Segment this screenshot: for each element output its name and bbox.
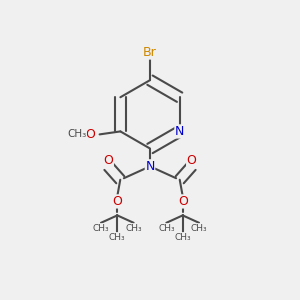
Text: CH₃: CH₃ (93, 224, 109, 233)
Text: O: O (187, 154, 196, 167)
Text: CH₃: CH₃ (158, 224, 175, 233)
Text: N: N (175, 125, 184, 138)
Text: N: N (145, 160, 155, 173)
Text: O: O (86, 128, 96, 141)
Text: CH₃: CH₃ (125, 224, 142, 233)
Text: CH₃: CH₃ (174, 232, 191, 242)
Text: O: O (103, 154, 113, 167)
Text: O: O (178, 195, 188, 208)
Text: CH₃: CH₃ (67, 129, 86, 140)
Text: CH₃: CH₃ (109, 232, 126, 242)
Text: O: O (112, 195, 122, 208)
Text: Br: Br (143, 46, 157, 59)
Text: CH₃: CH₃ (191, 224, 207, 233)
